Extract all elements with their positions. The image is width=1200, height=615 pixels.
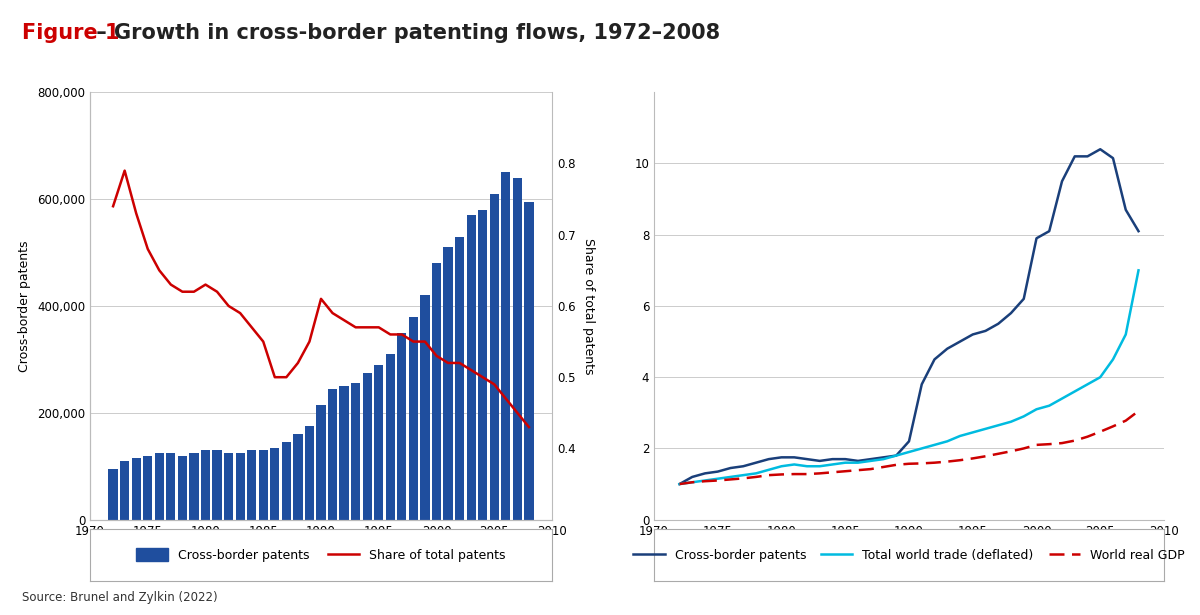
Bar (420, 295, 430, 520)
Bar (178, 456, 187, 520)
Legend: Cross-border patents, Total world trade (deflated), World real GDP: Cross-border patents, Total world trade … (628, 542, 1190, 568)
X-axis label: Year: Year (892, 543, 926, 557)
Bar (444, 247, 452, 520)
Bar (317, 405, 325, 520)
X-axis label: Year: Year (304, 543, 338, 557)
Bar (143, 456, 152, 520)
Bar (282, 442, 290, 520)
Text: Figure 1: Figure 1 (22, 23, 119, 43)
Bar (524, 202, 534, 520)
Bar (397, 333, 407, 520)
Bar (362, 373, 372, 520)
Bar (467, 215, 475, 520)
Text: Source: Brunel and Zylkin (2022): Source: Brunel and Zylkin (2022) (22, 591, 217, 604)
Y-axis label: Cross-border patents: Cross-border patents (18, 240, 31, 371)
Bar (490, 194, 499, 520)
Bar (305, 426, 314, 520)
Bar (235, 453, 245, 520)
Bar (478, 210, 487, 520)
Bar (200, 450, 210, 520)
Bar (328, 389, 337, 520)
Bar (247, 450, 257, 520)
Bar (502, 172, 510, 520)
Bar (409, 317, 418, 520)
Bar (385, 354, 395, 520)
Bar (190, 453, 198, 520)
Bar (432, 263, 442, 520)
Bar (512, 178, 522, 520)
Bar (374, 365, 383, 520)
Bar (167, 453, 175, 520)
Bar (120, 461, 130, 520)
Bar (352, 383, 360, 520)
Bar (224, 453, 233, 520)
Bar (212, 450, 222, 520)
Bar (293, 434, 302, 520)
Bar (132, 458, 140, 520)
Legend: Cross-border patents, Share of total patents: Cross-border patents, Share of total pat… (130, 542, 512, 568)
Y-axis label: Share of total patents: Share of total patents (582, 238, 595, 374)
Bar (108, 469, 118, 520)
Bar (340, 386, 349, 520)
Bar (155, 453, 164, 520)
Bar (455, 237, 464, 520)
Text: – Growth in cross-border patenting flows, 1972–2008: – Growth in cross-border patenting flows… (89, 23, 720, 43)
Bar (270, 448, 280, 520)
Bar (259, 450, 268, 520)
